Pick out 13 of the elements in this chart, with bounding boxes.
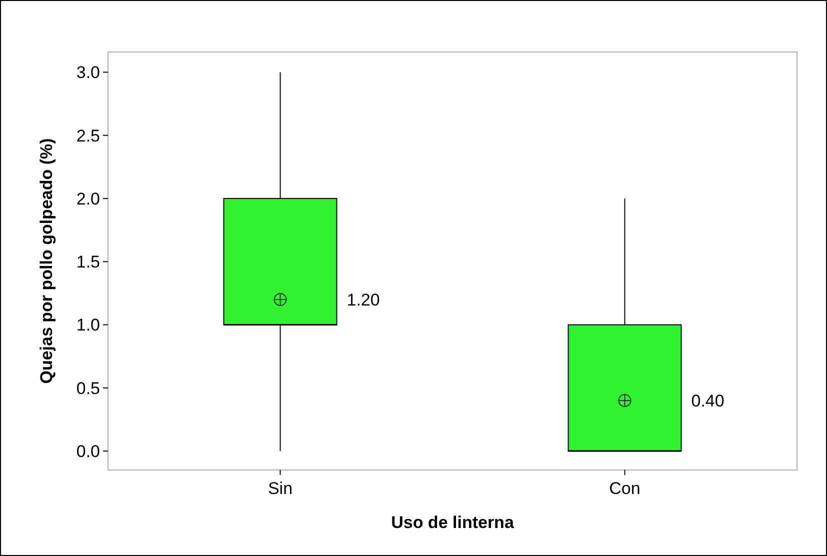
text: 1.20 (346, 290, 380, 310)
y-tick-label: 3.0 (76, 63, 100, 82)
y-tick-label: 2.5 (76, 126, 100, 146)
y-axis-title: Quejas por pollo golpeado (%) (37, 138, 56, 384)
y-tick-label: 2.0 (76, 189, 100, 208)
x-tick-label: Con (609, 479, 640, 498)
y-tick-label: 0.5 (76, 378, 100, 398)
x-axis-title: Uso de linterna (391, 513, 514, 532)
text: 0.40 (691, 391, 724, 410)
y-tick-label: 1.5 (76, 252, 100, 272)
y-tick-label: 1.0 (76, 316, 100, 335)
y-tick-label: 0.0 (76, 442, 100, 462)
x-tick-label: Sin (268, 479, 293, 498)
